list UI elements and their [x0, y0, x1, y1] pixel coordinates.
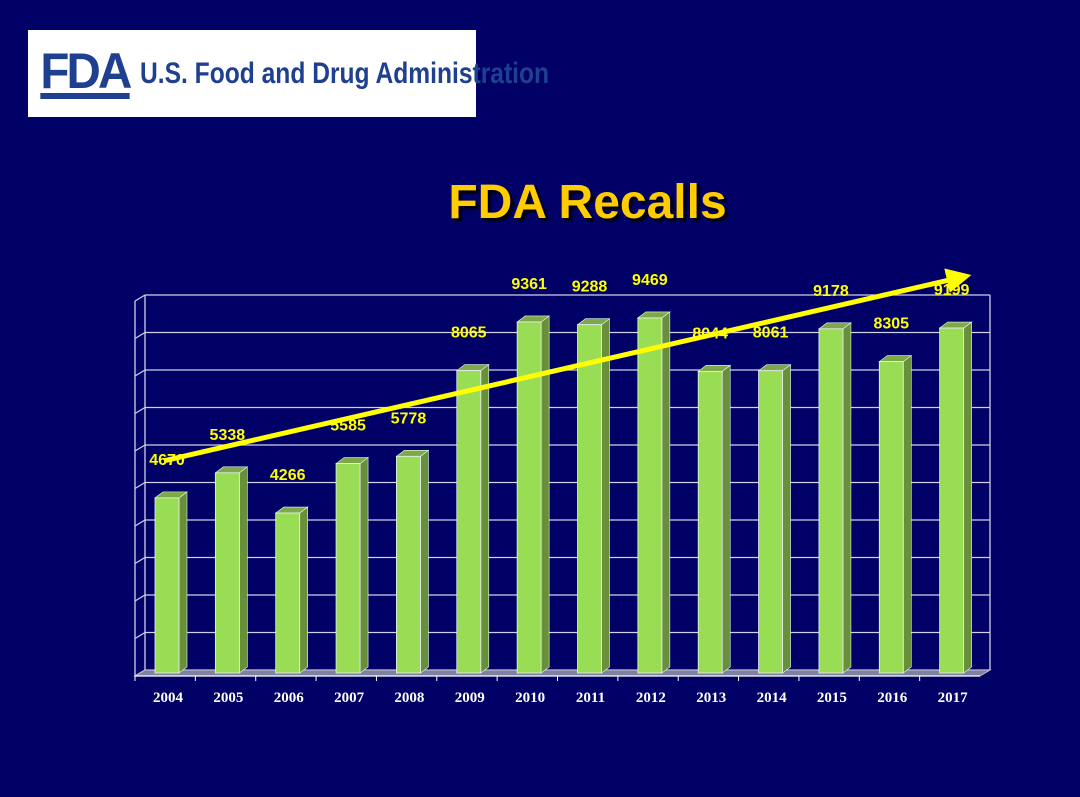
x-tick-label: 2013 — [696, 690, 726, 706]
data-label: 9178 — [813, 283, 849, 300]
x-tick-label: 2006 — [274, 690, 305, 706]
bar-side — [480, 363, 490, 674]
bar-side — [540, 315, 550, 674]
bar-side — [299, 506, 309, 674]
data-label: 8065 — [451, 325, 487, 342]
bar-side — [359, 456, 369, 674]
data-label: 9288 — [572, 279, 608, 296]
chart-floor — [133, 669, 992, 677]
gridline-side — [134, 594, 146, 602]
bar-side — [239, 466, 248, 674]
gridline-side — [134, 331, 146, 340]
bar-side — [420, 449, 429, 674]
x-tick-label: 2011 — [576, 690, 605, 706]
fda-logo-text: U.S. Food and Drug Administration — [139, 56, 549, 90]
data-label: 9469 — [632, 272, 668, 289]
bar — [577, 324, 602, 674]
bar — [818, 328, 844, 674]
bar-side — [782, 364, 791, 674]
bar — [878, 361, 904, 674]
bar — [275, 512, 301, 674]
bar — [697, 370, 723, 674]
bar — [758, 370, 783, 674]
gridline-side — [134, 556, 146, 565]
bar-side — [902, 354, 912, 674]
bar-side — [721, 364, 731, 674]
gridline-side — [134, 631, 146, 640]
x-tick-label: 2007 — [334, 690, 365, 706]
x-tick-label: 2012 — [636, 690, 666, 706]
bar — [396, 455, 421, 674]
bar-side — [963, 321, 972, 674]
x-tick-label: 2017 — [938, 690, 969, 706]
bar-side — [601, 318, 610, 674]
fda-logo: FDA U.S. Food and Drug Administration — [28, 30, 549, 117]
x-tick-label: 2008 — [394, 690, 424, 706]
chart-title: FDA Recalls — [448, 176, 727, 229]
bar — [939, 327, 965, 674]
bar — [214, 472, 240, 674]
data-label: 5338 — [210, 427, 246, 444]
bar-side — [661, 311, 671, 674]
x-tick-label: 2014 — [757, 690, 788, 706]
fda-logo-mark: FDA — [40, 42, 132, 99]
data-label: 8305 — [873, 316, 909, 333]
data-label: 4266 — [270, 467, 306, 484]
bar — [637, 317, 663, 674]
gridline-side — [134, 519, 146, 527]
x-tick-label: 2009 — [455, 690, 485, 706]
bar-side — [178, 491, 188, 674]
x-tick-label: 2010 — [515, 690, 545, 706]
x-tick-label: 2004 — [153, 690, 184, 706]
trend-line — [163, 268, 972, 464]
x-tick-label: 2016 — [877, 690, 908, 706]
data-label: 8061 — [753, 325, 789, 342]
bar — [154, 497, 180, 674]
gridline-side — [134, 294, 146, 302]
gridline-side — [134, 406, 146, 415]
data-label: 9361 — [511, 276, 547, 293]
bar — [335, 463, 361, 674]
bar-side — [842, 322, 852, 674]
bar — [456, 370, 482, 674]
gridline-side — [134, 444, 146, 452]
gridline-side — [134, 481, 146, 490]
gridline-side — [134, 369, 146, 377]
x-tick-label: 2005 — [213, 690, 243, 706]
x-tick-label: 2015 — [817, 690, 847, 706]
data-label: 5778 — [391, 410, 427, 427]
